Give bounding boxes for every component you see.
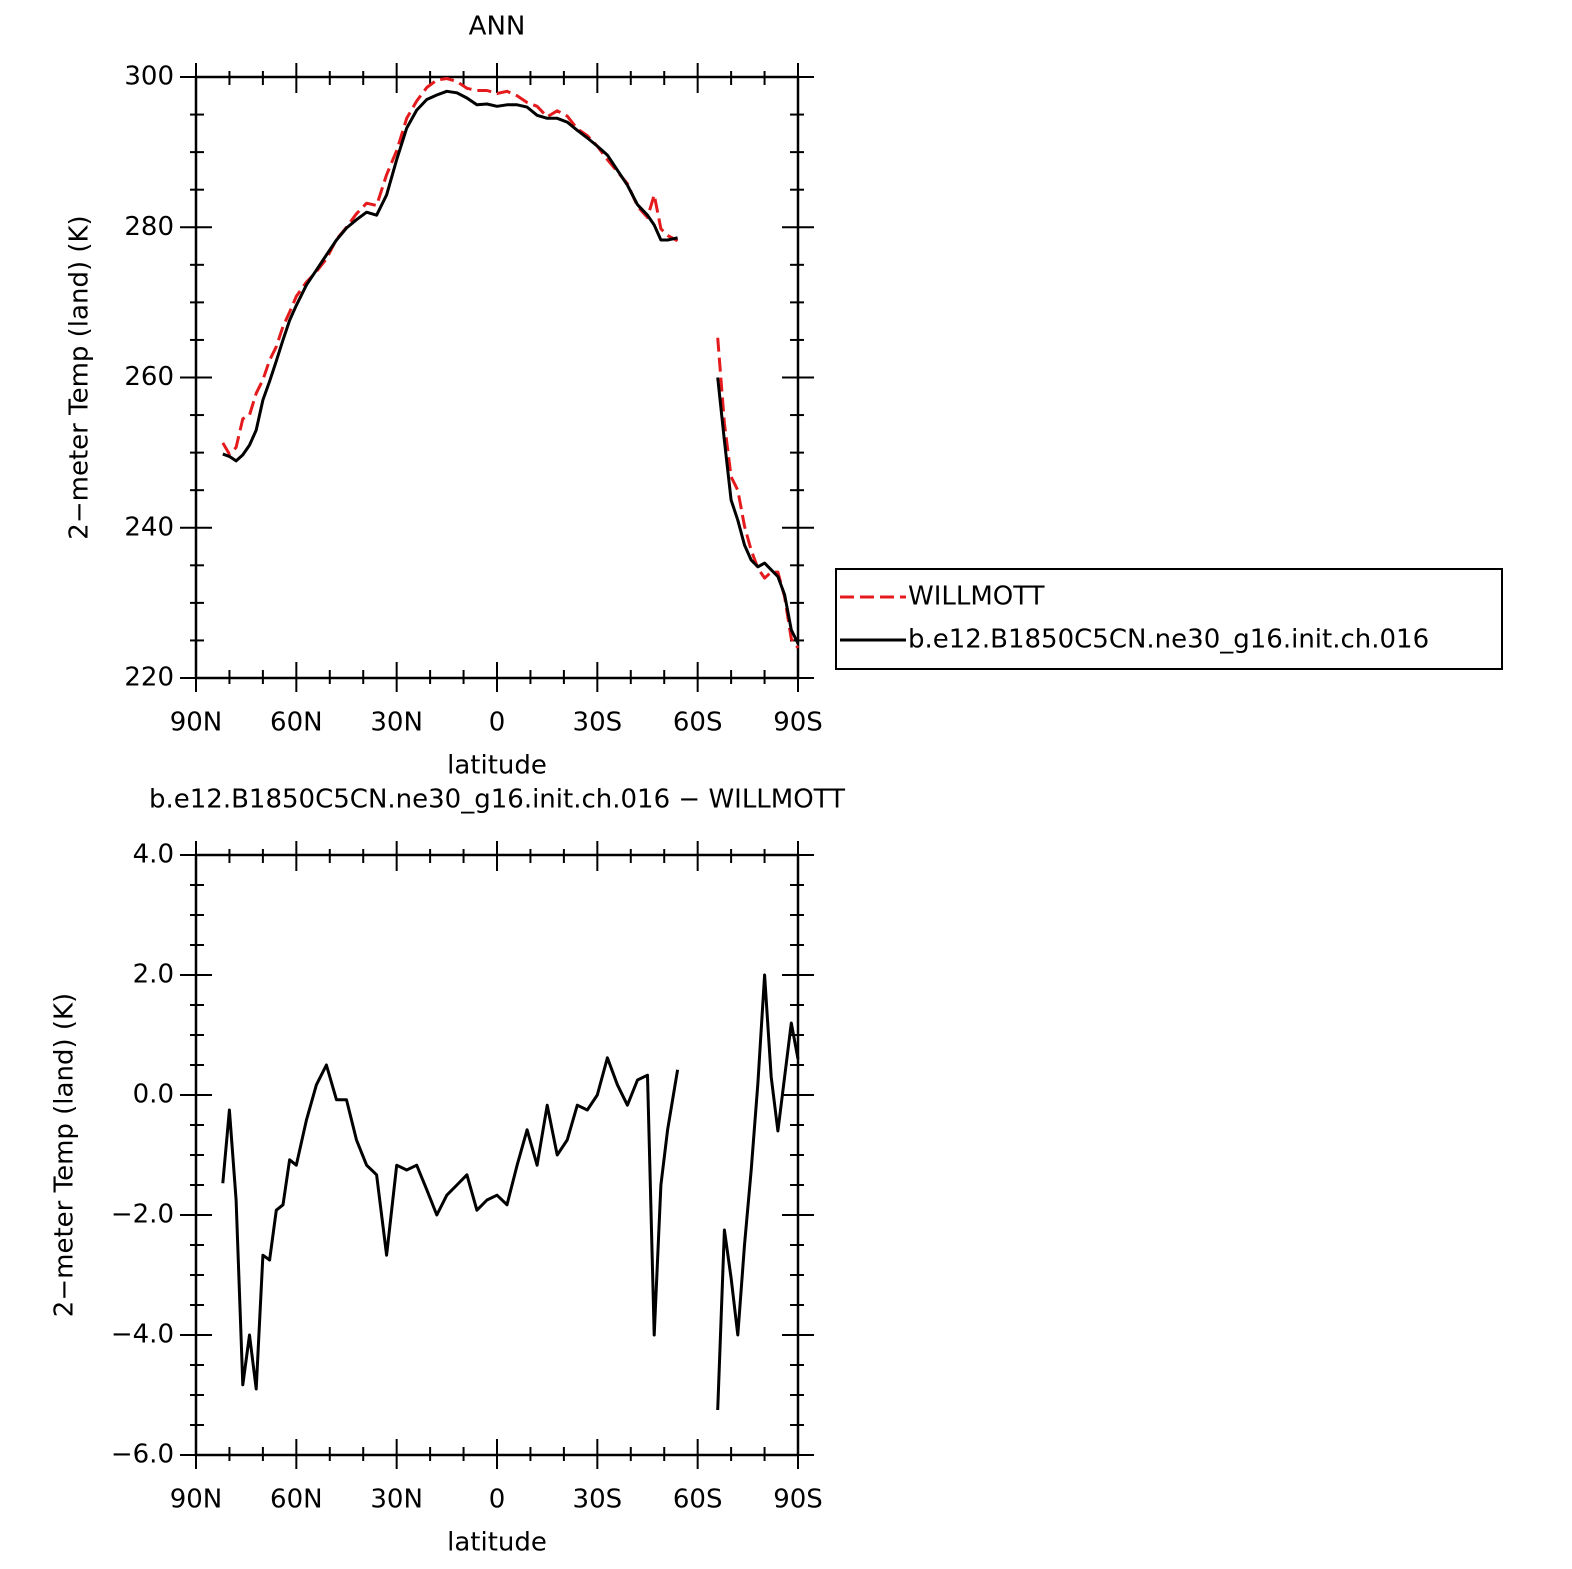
x-tick-label: 60S: [673, 1485, 723, 1515]
x-tick-label: 60N: [270, 1485, 323, 1515]
plot-frame: [194, 853, 800, 1457]
y-tick-label: 220: [124, 663, 174, 693]
x-axis-label: latitude: [447, 1528, 547, 1558]
y-tick-label: 4.0: [133, 840, 174, 870]
x-tick-label: 30N: [370, 1485, 423, 1515]
x-tick-label: 90N: [170, 1485, 223, 1515]
line-series: [221, 77, 800, 649]
x-tick-label: 90S: [773, 1485, 823, 1515]
legend-box: [835, 568, 1503, 670]
y-axis-label: 2−meter Temp (land) (K): [65, 215, 95, 539]
line-series: [222, 89, 800, 645]
y-tick-label: −2.0: [111, 1200, 174, 1230]
x-tick-label: 60S: [673, 708, 723, 738]
x-tick-label: 30S: [573, 1485, 623, 1515]
y-tick-label: 280: [124, 212, 174, 242]
y-tick-label: 240: [124, 512, 174, 542]
y-tick-label: 2.0: [133, 960, 174, 990]
y-tick-label: 300: [124, 62, 174, 92]
x-tick-label: 0: [489, 1485, 506, 1515]
chart-title: ANN: [469, 12, 526, 42]
x-tick-label: 60N: [270, 708, 323, 738]
x-tick-label: 30N: [370, 708, 423, 738]
line-series: [221, 973, 800, 1411]
legend-label: WILLMOTT: [908, 582, 1045, 612]
plot-frame: [194, 75, 800, 680]
chart-title: b.e12.B1850C5CN.ne30_g16.init.ch.016 − W…: [149, 785, 845, 815]
y-tick-label: −6.0: [111, 1440, 174, 1470]
x-axis-label: latitude: [447, 751, 547, 781]
x-tick-label: 0: [489, 708, 506, 738]
x-tick-label: 30S: [573, 708, 623, 738]
x-tick-label: 90N: [170, 708, 223, 738]
legend-label: b.e12.B1850C5CN.ne30_g16.init.ch.016: [908, 625, 1429, 655]
y-tick-label: 260: [124, 362, 174, 392]
y-tick-label: −4.0: [111, 1320, 174, 1350]
y-axis-label: 2−meter Temp (land) (K): [50, 993, 80, 1317]
x-tick-label: 90S: [773, 708, 823, 738]
y-tick-label: 0.0: [133, 1080, 174, 1110]
